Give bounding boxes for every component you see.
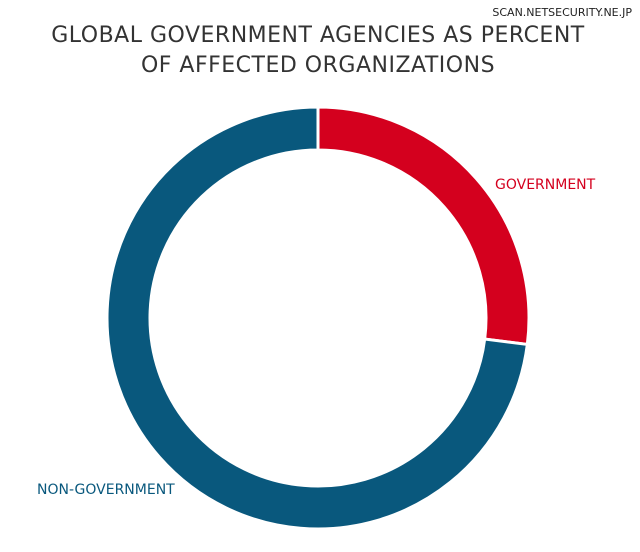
watermark: SCAN.NETSECURITY.NE.JP [492,6,632,19]
chart-title: OF AFFECTED ORGANIZATIONS [141,53,495,78]
segment-label: NON-GOVERNMENT [37,482,175,498]
donut-segment [316,105,531,347]
segment-label: GOVERNMENT [495,177,596,193]
chart-title: GLOBAL GOVERNMENT AGENCIES AS PERCENT [51,23,585,48]
donut-segment [105,105,530,531]
